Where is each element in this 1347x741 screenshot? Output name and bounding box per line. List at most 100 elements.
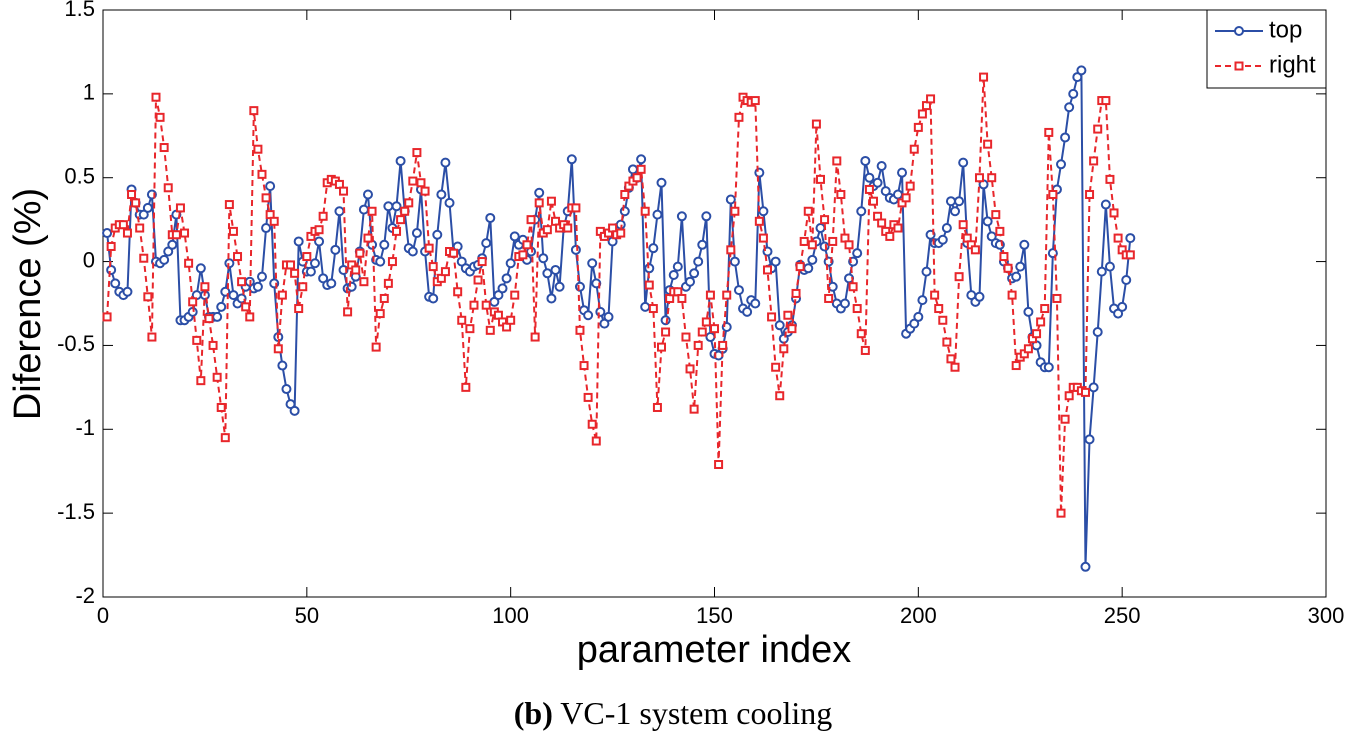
marker: [554, 281, 565, 292]
marker: [420, 186, 430, 196]
marker: [1089, 156, 1099, 166]
marker: [807, 254, 818, 265]
marker: [188, 297, 198, 307]
marker: [326, 278, 337, 289]
marker: [779, 344, 789, 354]
marker: [1052, 293, 1062, 303]
marker: [151, 92, 161, 102]
marker: [640, 301, 651, 312]
marker: [685, 364, 695, 374]
marker: [396, 215, 406, 225]
marker: [1007, 290, 1017, 300]
marker: [750, 298, 761, 309]
marker: [897, 167, 908, 178]
marker: [807, 240, 817, 250]
caption-text: VC-1 system cooling: [560, 695, 832, 731]
marker: [343, 307, 353, 317]
y-tick-label: -1: [75, 415, 95, 440]
marker: [1092, 327, 1103, 338]
marker: [411, 228, 422, 239]
marker: [220, 433, 230, 443]
marker: [314, 225, 324, 235]
marker: [261, 193, 271, 203]
marker: [770, 256, 781, 267]
marker: [872, 177, 883, 188]
marker: [1011, 271, 1022, 282]
marker: [619, 206, 630, 217]
marker: [387, 257, 397, 267]
marker: [754, 167, 765, 178]
marker: [909, 144, 919, 154]
marker: [701, 211, 712, 222]
marker: [424, 243, 434, 253]
marker: [505, 258, 516, 269]
marker: [987, 173, 997, 183]
marker: [440, 157, 451, 168]
marker: [718, 340, 728, 350]
marker: [1056, 159, 1067, 170]
marker: [453, 287, 463, 297]
marker: [828, 236, 838, 246]
marker: [359, 277, 369, 287]
marker: [1032, 329, 1042, 339]
marker: [379, 293, 389, 303]
marker: [905, 181, 915, 191]
marker: [432, 229, 443, 240]
marker: [1104, 261, 1115, 272]
marker: [852, 248, 863, 259]
marker: [693, 340, 703, 350]
marker: [856, 206, 867, 217]
legend-label: top: [1269, 16, 1302, 43]
series-markers: [102, 72, 1135, 518]
marker: [1105, 174, 1115, 184]
marker: [542, 225, 552, 235]
marker: [469, 300, 479, 310]
marker: [672, 261, 683, 272]
marker: [677, 293, 687, 303]
marker: [824, 293, 834, 303]
marker: [803, 263, 814, 274]
marker: [175, 203, 185, 213]
marker: [583, 310, 594, 321]
marker: [652, 402, 662, 412]
marker: [627, 164, 638, 175]
marker: [648, 243, 659, 254]
x-axis-label: parameter index: [577, 629, 852, 671]
marker: [542, 268, 553, 279]
marker: [216, 402, 226, 412]
marker: [546, 293, 557, 304]
marker: [1109, 208, 1119, 218]
marker: [566, 154, 577, 165]
marker: [102, 312, 112, 322]
marker: [237, 277, 247, 287]
marker: [440, 267, 450, 277]
marker: [995, 226, 1005, 236]
marker: [587, 419, 597, 429]
marker: [958, 220, 968, 230]
marker: [375, 256, 386, 267]
x-tick-label: 150: [696, 603, 733, 628]
marker: [839, 298, 850, 309]
marker: [305, 266, 316, 277]
marker: [180, 228, 190, 238]
marker: [1076, 65, 1087, 76]
marker: [351, 265, 361, 275]
marker: [729, 256, 740, 267]
marker: [204, 314, 214, 324]
marker: [392, 226, 402, 236]
marker: [937, 234, 948, 245]
marker: [620, 189, 630, 199]
marker: [587, 258, 598, 269]
marker: [697, 327, 707, 337]
marker: [208, 340, 218, 350]
marker: [147, 332, 157, 342]
marker: [656, 177, 667, 188]
plot-area: [102, 9, 1327, 598]
marker: [689, 268, 700, 279]
marker: [416, 178, 426, 188]
marker: [428, 293, 439, 304]
marker: [1040, 304, 1050, 314]
marker: [167, 239, 178, 250]
marker: [257, 169, 267, 179]
marker: [407, 246, 418, 257]
